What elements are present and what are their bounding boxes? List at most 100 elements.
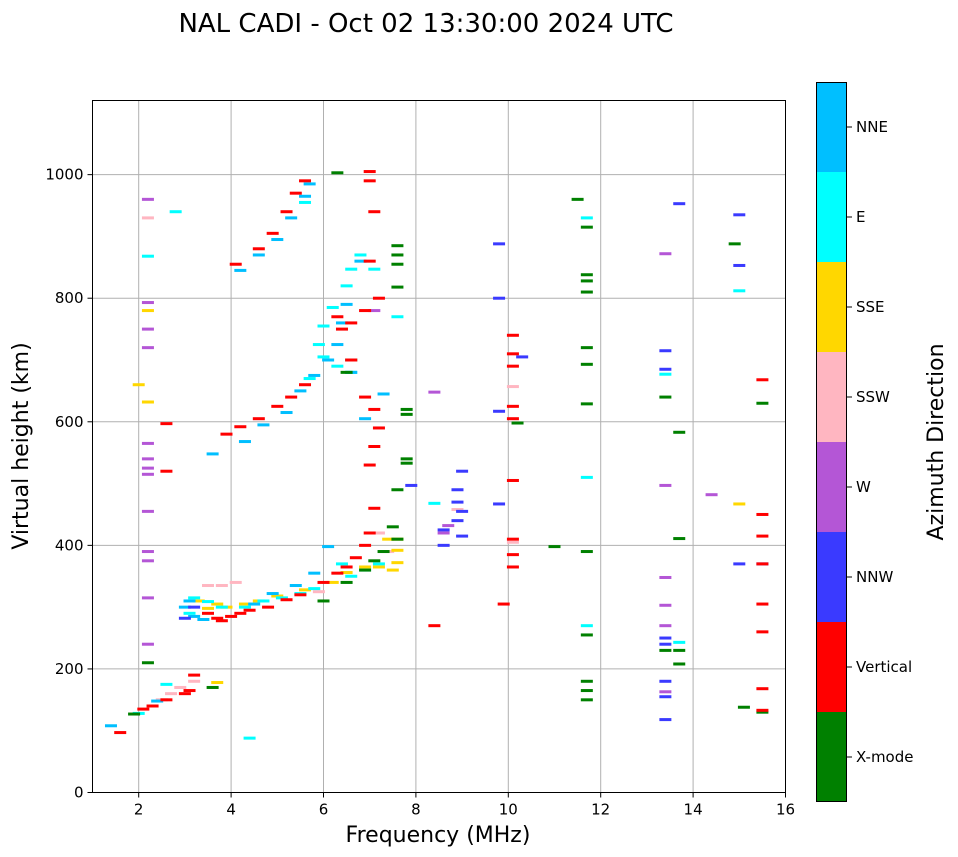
data-point: [266, 592, 279, 596]
data-point: [756, 710, 769, 714]
data-point: [580, 225, 593, 229]
data-point: [169, 210, 182, 214]
data-point: [493, 409, 506, 413]
data-point: [317, 599, 330, 603]
data-point: [141, 197, 154, 201]
data-point: [215, 619, 228, 623]
data-point: [188, 614, 201, 618]
data-point: [506, 565, 519, 569]
data-point: [192, 599, 205, 603]
data-point: [368, 559, 381, 563]
data-point: [442, 524, 455, 528]
data-point: [363, 179, 376, 183]
data-point: [659, 372, 672, 376]
data-point: [326, 305, 339, 309]
data-point: [299, 383, 312, 387]
data-point: [659, 575, 672, 579]
data-point: [188, 673, 201, 677]
data-point: [756, 630, 769, 634]
data-point: [368, 506, 381, 510]
data-point: [271, 594, 284, 598]
data-point: [405, 483, 418, 487]
data-point: [673, 537, 686, 541]
data-point: [141, 301, 154, 305]
data-point: [202, 600, 214, 604]
data-point: [331, 343, 344, 347]
y-axis-label: Virtual height (km): [9, 342, 34, 549]
y-tick-label: 800: [55, 289, 84, 307]
data-point: [317, 355, 330, 359]
data-point: [317, 580, 330, 584]
y-tick-label: 0: [74, 784, 84, 802]
data-point: [335, 321, 348, 325]
data-point: [368, 445, 381, 448]
data-point: [206, 452, 219, 456]
colorbar-segment: [816, 172, 847, 262]
data-point: [428, 624, 441, 628]
data-point: [391, 488, 404, 492]
data-point: [308, 571, 321, 575]
data-point: [271, 404, 284, 408]
y-axis-ticks: 0 200 400 600 800 1000: [45, 166, 93, 802]
data-point: [211, 681, 224, 685]
data-point: [580, 279, 593, 283]
data-point: [331, 315, 344, 319]
data-point: [391, 285, 404, 289]
data-point: [506, 404, 519, 408]
data-point: [391, 253, 404, 257]
data-point: [340, 370, 353, 374]
data-point: [377, 392, 390, 396]
data-point: [303, 182, 316, 186]
data-point: [456, 469, 469, 473]
data-point: [580, 550, 593, 554]
data-point: [363, 259, 376, 263]
data-point: [756, 534, 769, 538]
data-point: [252, 247, 265, 251]
data-point: [673, 640, 686, 644]
colorbar-label: W: [856, 478, 871, 496]
colorbar-label: NNW: [856, 568, 893, 586]
data-point: [160, 469, 173, 473]
data-point: [335, 562, 348, 566]
data-point: [391, 561, 404, 565]
data-point: [372, 531, 385, 535]
data-point: [580, 698, 593, 702]
data-point: [345, 358, 358, 362]
data-point: [363, 463, 376, 467]
data-point: [354, 259, 367, 263]
series-sse: [132, 309, 746, 685]
data-point: [354, 253, 367, 257]
data-point: [359, 568, 372, 572]
data-point: [733, 263, 746, 267]
data-point: [659, 718, 672, 722]
data-point: [359, 565, 372, 569]
data-point: [188, 679, 201, 683]
data-point: [580, 290, 593, 294]
data-point: [372, 426, 385, 430]
data-point: [756, 562, 769, 566]
data-point: [733, 289, 746, 293]
data-point: [451, 508, 464, 512]
colorbar-segment: [816, 532, 847, 622]
x-tick-label: 2: [134, 801, 144, 819]
data-point: [137, 707, 150, 711]
data-point: [225, 614, 238, 618]
colorbar-label: Vertical: [856, 658, 912, 676]
data-point: [506, 417, 519, 421]
data-point: [141, 216, 154, 220]
data-point: [141, 309, 154, 313]
colorbar-label: E: [856, 208, 865, 226]
data-point: [359, 417, 372, 421]
data-point: [580, 679, 593, 683]
data-point: [506, 385, 519, 389]
data-point: [659, 349, 672, 353]
data-point: [368, 267, 381, 271]
colorbar-label: SSE: [856, 298, 885, 316]
colorbar-segment: [816, 262, 847, 352]
data-point: [386, 568, 399, 572]
data-point: [165, 692, 178, 696]
data-point: [160, 682, 173, 686]
data-point: [372, 565, 385, 569]
data-point: [141, 642, 154, 646]
data-point: [308, 587, 321, 591]
